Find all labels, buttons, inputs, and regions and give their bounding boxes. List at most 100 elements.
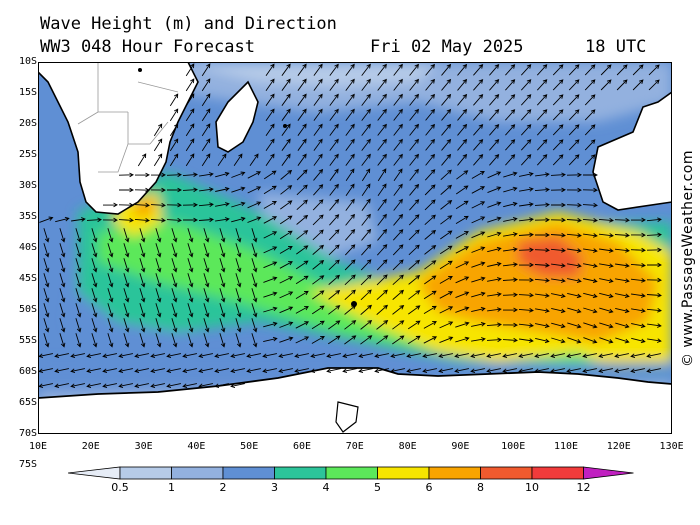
direction-arrow xyxy=(91,258,98,273)
direction-arrow xyxy=(473,153,484,166)
direction-arrow xyxy=(630,232,646,238)
direction-arrow xyxy=(185,63,195,77)
direction-arrow xyxy=(296,169,308,181)
direction-arrow xyxy=(279,336,294,343)
direction-arrow xyxy=(71,217,86,222)
direction-arrow xyxy=(345,138,355,151)
direction-arrow xyxy=(182,353,197,359)
direction-arrow xyxy=(171,288,178,303)
lat-label-60s: 60S xyxy=(18,366,37,377)
direction-arrow xyxy=(440,169,452,181)
direction-arrow xyxy=(534,278,550,283)
direction-arrow xyxy=(425,93,435,106)
direction-arrow xyxy=(123,243,130,258)
madagascar-landmass xyxy=(215,80,259,153)
direction-arrow xyxy=(439,260,453,270)
direction-arrow xyxy=(392,320,405,330)
direction-arrow xyxy=(187,303,194,318)
direction-arrow xyxy=(489,63,500,76)
direction-arrow xyxy=(440,215,453,225)
direction-arrow xyxy=(296,184,308,196)
direction-arrow xyxy=(123,273,130,288)
direction-arrow xyxy=(599,278,614,284)
direction-arrow xyxy=(134,218,150,223)
direction-arrow xyxy=(487,246,502,253)
direction-arrow xyxy=(231,201,246,208)
direction-arrow xyxy=(361,153,371,166)
direction-arrow xyxy=(263,201,277,209)
direction-arrow xyxy=(615,278,630,283)
direction-arrow xyxy=(454,353,469,359)
direction-arrow xyxy=(235,333,242,348)
direction-arrow xyxy=(361,168,371,182)
wave-height-colorbar xyxy=(68,466,634,480)
direction-arrow xyxy=(583,248,598,253)
direction-arrow xyxy=(139,243,146,258)
direction-arrow xyxy=(407,335,421,345)
direction-arrow xyxy=(409,168,419,181)
direction-arrow xyxy=(199,187,214,192)
direction-arrow xyxy=(520,64,532,76)
direction-arrow xyxy=(251,333,258,348)
direction-arrow xyxy=(520,124,532,136)
direction-arrow xyxy=(265,93,275,106)
direction-arrow xyxy=(518,368,533,374)
direction-arrow xyxy=(187,273,194,288)
direction-arrow xyxy=(198,353,213,359)
direction-arrow xyxy=(360,259,372,271)
direction-arrow xyxy=(630,368,645,374)
direction-arrow xyxy=(155,288,162,303)
direction-arrow xyxy=(422,353,437,359)
direction-arrow xyxy=(59,273,66,288)
direction-arrow xyxy=(473,78,484,91)
direction-arrow xyxy=(393,63,403,76)
direction-arrow xyxy=(376,320,389,330)
direction-arrow xyxy=(455,276,470,284)
direction-arrow xyxy=(329,214,340,226)
lat-label-25s: 25S xyxy=(18,149,37,160)
direction-arrow xyxy=(91,333,98,348)
direction-arrow xyxy=(518,353,533,359)
direction-arrow xyxy=(265,153,275,166)
direction-arrow xyxy=(393,78,403,91)
direction-arrow xyxy=(118,353,133,359)
direction-arrow xyxy=(171,243,178,258)
direction-arrow xyxy=(70,353,85,359)
direction-arrow xyxy=(441,63,452,76)
direction-arrow xyxy=(43,228,50,243)
direction-arrow xyxy=(598,218,614,223)
direction-arrow xyxy=(616,64,628,76)
direction-arrow xyxy=(583,233,598,238)
direction-arrow xyxy=(536,79,548,91)
direction-arrow xyxy=(390,353,405,359)
direction-arrow xyxy=(566,172,582,178)
direction-arrow xyxy=(503,247,518,252)
direction-arrow xyxy=(345,63,355,76)
direction-arrow xyxy=(424,184,436,196)
direction-arrow xyxy=(155,243,162,258)
direction-arrow xyxy=(615,263,630,268)
direction-arrow xyxy=(392,244,404,256)
direction-arrow xyxy=(198,383,213,389)
direction-arrow xyxy=(233,153,243,167)
direction-arrow xyxy=(86,353,101,359)
direction-arrow xyxy=(280,200,293,210)
direction-arrow xyxy=(438,368,453,374)
direction-arrow xyxy=(424,260,437,270)
direction-arrow xyxy=(134,172,150,178)
direction-arrow xyxy=(551,278,566,283)
direction-arrow xyxy=(518,262,534,268)
direction-arrow xyxy=(281,63,291,76)
direction-arrow xyxy=(441,138,452,151)
direction-arrow xyxy=(631,323,646,329)
direction-arrow xyxy=(598,353,613,359)
direction-arrow xyxy=(313,108,323,121)
credit-text: © www.PassageWeather.com xyxy=(680,150,696,368)
direction-arrow xyxy=(155,318,162,333)
direction-arrow xyxy=(246,368,261,374)
direction-arrow xyxy=(409,153,419,166)
direction-arrow xyxy=(295,275,309,285)
direction-arrow xyxy=(134,187,150,193)
direction-arrow xyxy=(328,229,340,241)
direction-arrow xyxy=(536,109,548,121)
